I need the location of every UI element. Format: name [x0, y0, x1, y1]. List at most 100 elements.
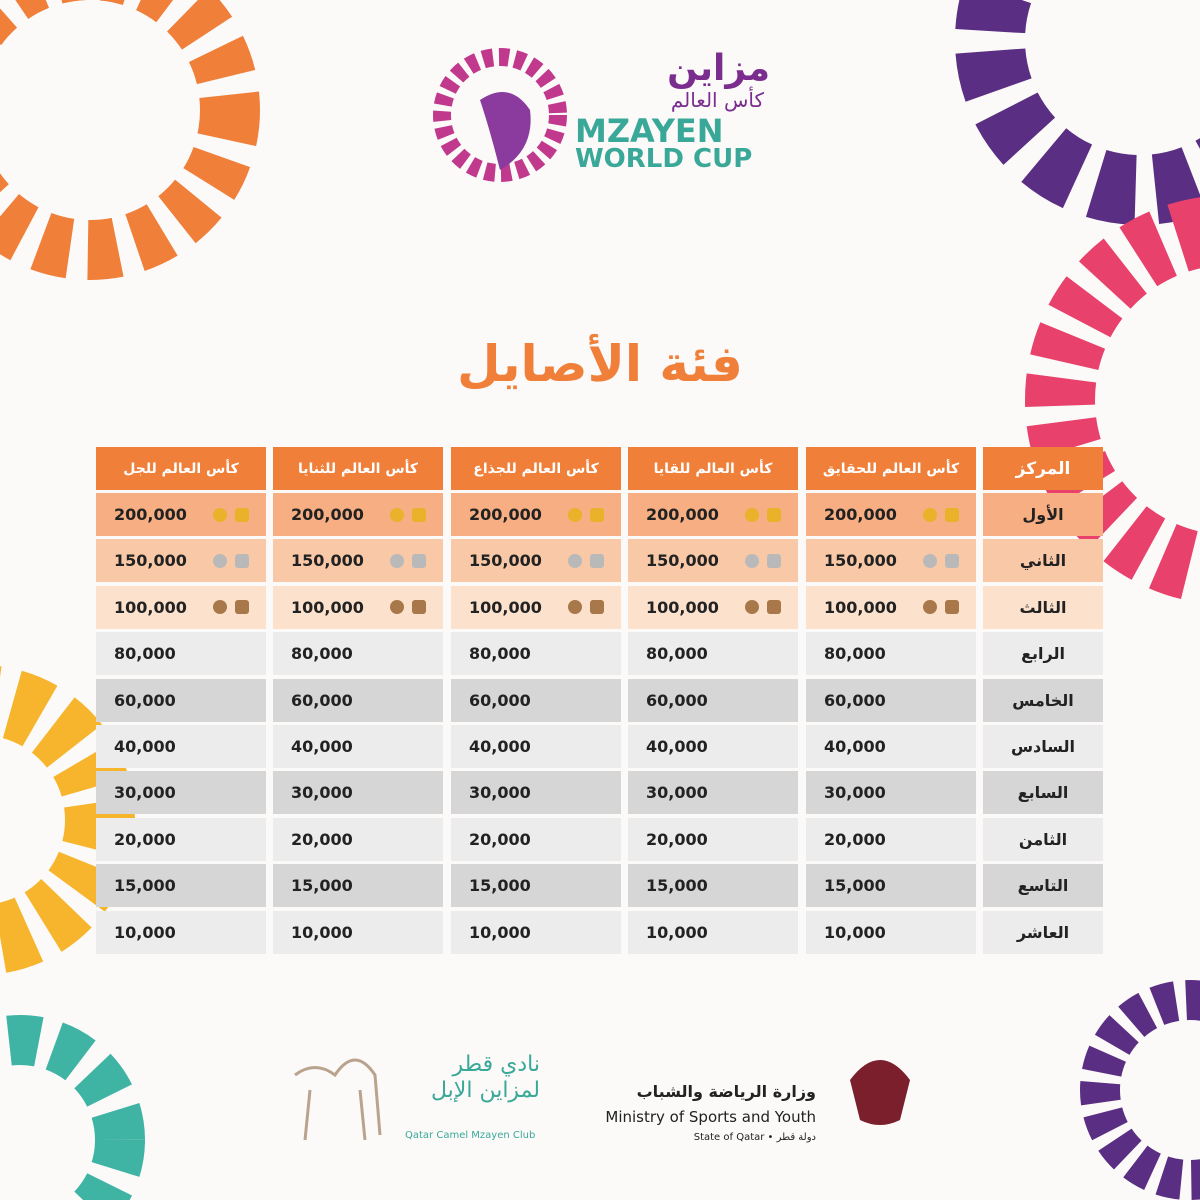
prize-amount: 30,000 — [646, 783, 708, 803]
prize-amount: 150,000 — [824, 551, 897, 571]
prize-amount: 20,000 — [824, 829, 886, 849]
state: State of Qatar • دولة قطر — [693, 1132, 816, 1143]
ministry-arabic: وزارة الرياضة والشباب — [636, 1082, 816, 1101]
prize-cell: 60,000 — [451, 678, 621, 722]
prize-cell: 30,000 — [628, 771, 798, 815]
column-header: كأس العالم للجذاع — [451, 447, 621, 490]
prize-amount: 60,000 — [291, 690, 353, 710]
prize-cell: 10,000 — [628, 910, 798, 954]
rank-cell: الأول — [983, 493, 1103, 536]
rank-cell: الثاني — [983, 539, 1103, 583]
prize-amount: 60,000 — [646, 690, 708, 710]
prize-cell: 30,000 — [806, 771, 976, 815]
prize-cell: 200,000 — [806, 493, 976, 536]
header-text: كأس العالم للثنايا — [297, 460, 419, 477]
prize-cell: 15,000 — [628, 864, 798, 908]
prize-cell: 60,000 — [96, 678, 266, 722]
prize-cell: 60,000 — [806, 678, 976, 722]
prize-cell: 80,000 — [628, 632, 798, 676]
prize-amount: 80,000 — [291, 644, 353, 664]
prize-cell: 100,000 — [451, 585, 621, 629]
medal-icon — [389, 507, 404, 522]
prize-cell: 40,000 — [273, 725, 443, 768]
prize-amount: 200,000 — [291, 505, 364, 524]
column-header: كأس العالم للثنايا — [273, 447, 443, 490]
prize-cell: 20,000 — [451, 817, 621, 861]
rank-cell: السادس — [983, 725, 1103, 768]
rank-cell: الرابع — [983, 632, 1103, 676]
prize-cell: 15,000 — [451, 864, 621, 908]
prize-cell: 30,000 — [273, 771, 443, 815]
prize-cell: 80,000 — [273, 632, 443, 676]
prize-cell: 80,000 — [96, 632, 266, 676]
prize-cell: 150,000 — [451, 539, 621, 583]
prize-amount: 15,000 — [291, 876, 353, 896]
header-text: كأس العالم للجذاع — [473, 460, 599, 477]
prize-amount: 10,000 — [291, 922, 353, 942]
trophy-icon — [234, 600, 249, 615]
prize-cell: 40,000 — [451, 725, 621, 768]
prize-cell: 20,000 — [628, 817, 798, 861]
trophy-icon — [589, 553, 604, 568]
prize-cell: 40,000 — [628, 725, 798, 768]
prize-cell: 15,000 — [96, 864, 266, 908]
header-text: كأس العالم للجل — [123, 460, 239, 477]
prize-amount: 15,000 — [114, 876, 176, 896]
header-text: المركز — [1015, 458, 1071, 479]
prize-amount: 80,000 — [646, 644, 708, 664]
rank-label: العاشر — [1016, 922, 1070, 942]
logo-english-subtitle: WORLD CUP — [575, 144, 753, 174]
prize-amount: 20,000 — [291, 829, 353, 849]
medal-icon — [567, 507, 582, 522]
title: فئة الأصايل — [457, 335, 743, 393]
prize-cell: 150,000 — [628, 539, 798, 583]
prize-amount: 100,000 — [469, 597, 542, 617]
prize-cell: 20,000 — [273, 817, 443, 861]
prize-cell: 30,000 — [451, 771, 621, 815]
medal-icon — [922, 553, 937, 568]
trophy-icon — [944, 553, 959, 568]
prize-amount: 150,000 — [469, 551, 542, 571]
prize-amount: 40,000 — [469, 737, 531, 756]
prize-amount: 30,000 — [469, 783, 531, 803]
prize-cell: 150,000 — [806, 539, 976, 583]
prize-cell: 10,000 — [451, 910, 621, 954]
trophy-icon — [589, 507, 604, 522]
trophy-icon — [944, 600, 959, 615]
prize-cell: 200,000 — [273, 493, 443, 536]
prize-amount: 100,000 — [646, 597, 719, 617]
prize-cell: 60,000 — [273, 678, 443, 722]
medal-icon — [389, 553, 404, 568]
prize-amount: 150,000 — [291, 551, 364, 571]
logo-arabic-name: مزاين — [667, 48, 770, 89]
rank-label: السادس — [1010, 737, 1076, 756]
prize-amount: 150,000 — [646, 551, 719, 571]
prize-amount: 15,000 — [646, 876, 708, 896]
prize-cell: 30,000 — [96, 771, 266, 815]
prize-amount: 20,000 — [469, 829, 531, 849]
trophy-icon — [411, 553, 426, 568]
prize-amount: 40,000 — [114, 737, 176, 756]
prize-amount: 100,000 — [291, 597, 364, 617]
medal-icon — [744, 600, 759, 615]
prize-cell: 200,000 — [451, 493, 621, 536]
rank-cell: الثالث — [983, 585, 1103, 629]
prize-cell: 40,000 — [806, 725, 976, 768]
prize-amount: 100,000 — [824, 597, 897, 617]
medal-icon — [389, 600, 404, 615]
trophy-icon — [766, 600, 781, 615]
trophy-icon — [411, 600, 426, 615]
rank-cell: العاشر — [983, 910, 1103, 954]
rank-label: الثاني — [1019, 551, 1067, 571]
prize-cell: 60,000 — [628, 678, 798, 722]
prize-amount: 80,000 — [469, 644, 531, 664]
prize-amount: 10,000 — [646, 922, 708, 942]
trophy-icon — [589, 600, 604, 615]
rank-label: الأول — [1022, 505, 1064, 524]
trophy-icon — [766, 507, 781, 522]
rank-label: الثالث — [1019, 597, 1067, 617]
prize-amount: 15,000 — [824, 876, 886, 896]
trophy-icon — [234, 507, 249, 522]
prize-cell: 150,000 — [273, 539, 443, 583]
prize-cell: 80,000 — [806, 632, 976, 676]
